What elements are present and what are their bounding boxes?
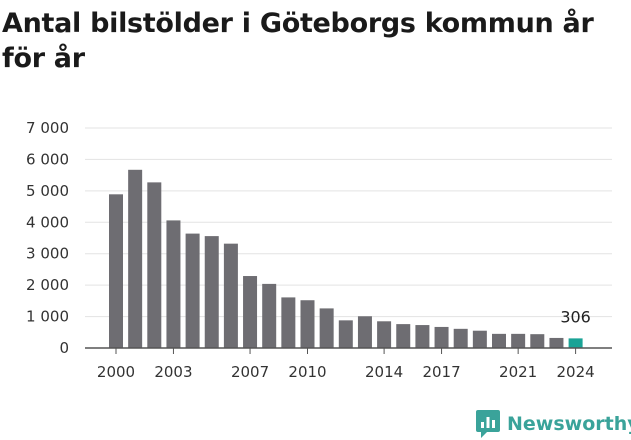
- bar-2013: [357, 316, 372, 348]
- x-tick-label: 2017: [422, 363, 460, 381]
- bar-2019: [472, 330, 487, 348]
- bar-2010: [300, 300, 315, 348]
- y-tick-label: 5 000: [26, 182, 69, 200]
- y-tick-label: 1 000: [26, 308, 69, 326]
- bar-2018: [453, 328, 468, 348]
- bar-2014: [377, 321, 392, 348]
- x-tick-label: 2024: [557, 363, 595, 381]
- bars: [109, 169, 583, 348]
- y-axis: 0 1 000 2 000 3 000 4 000 5 000 6 000 7 000: [26, 119, 69, 357]
- x-tick-label: 2010: [288, 363, 326, 381]
- y-tick-label: 3 000: [26, 245, 69, 263]
- x-tick-label: 2003: [154, 363, 192, 381]
- brand-name: Newsworthy: [507, 413, 631, 435]
- x-tick-label: 2021: [499, 363, 537, 381]
- bar-2005: [204, 236, 219, 348]
- newsworthy-logo-icon: [476, 410, 500, 438]
- y-tick-label: 0: [59, 339, 69, 357]
- newsworthy-brand: Newsworthy: [475, 408, 631, 440]
- y-tick-label: 7 000: [26, 119, 69, 137]
- gridlines: [85, 127, 612, 318]
- chart-title: Antal bilstölder i Göteborgs kommun år f…: [2, 8, 594, 74]
- bar-2016: [415, 325, 430, 348]
- y-tick-label: 2 000: [26, 276, 69, 294]
- x-tick-label: 2000: [97, 363, 135, 381]
- x-tick-label: 2007: [231, 363, 269, 381]
- bar-2017: [434, 326, 449, 348]
- y-tick-label: 6 000: [26, 150, 69, 168]
- bar-2009: [281, 297, 296, 348]
- x-axis: 2000 2003 2007 2010 2014 2017 2021 2024: [85, 347, 612, 381]
- bar-2003: [166, 220, 181, 348]
- bar-2002: [147, 182, 162, 348]
- bar-2008: [262, 283, 277, 348]
- bar-2001: [128, 169, 143, 348]
- y-tick-label: 4 000: [26, 213, 69, 231]
- annotations: 306: [560, 307, 591, 326]
- bar-2015: [396, 324, 411, 348]
- bar-2024: [568, 338, 583, 348]
- bar-2004: [185, 233, 200, 348]
- bar-2023: [549, 337, 564, 348]
- bar-2020: [492, 333, 506, 348]
- bar-2012: [338, 320, 353, 348]
- x-tick-label: 2014: [365, 363, 403, 381]
- highlight-value-label: 306: [560, 307, 591, 326]
- bar-2007: [243, 276, 258, 348]
- bar-2006: [223, 243, 238, 348]
- bar-2011: [319, 308, 334, 348]
- bar-2022: [530, 334, 545, 348]
- bar-2000: [109, 194, 123, 348]
- bar-2021: [511, 333, 526, 348]
